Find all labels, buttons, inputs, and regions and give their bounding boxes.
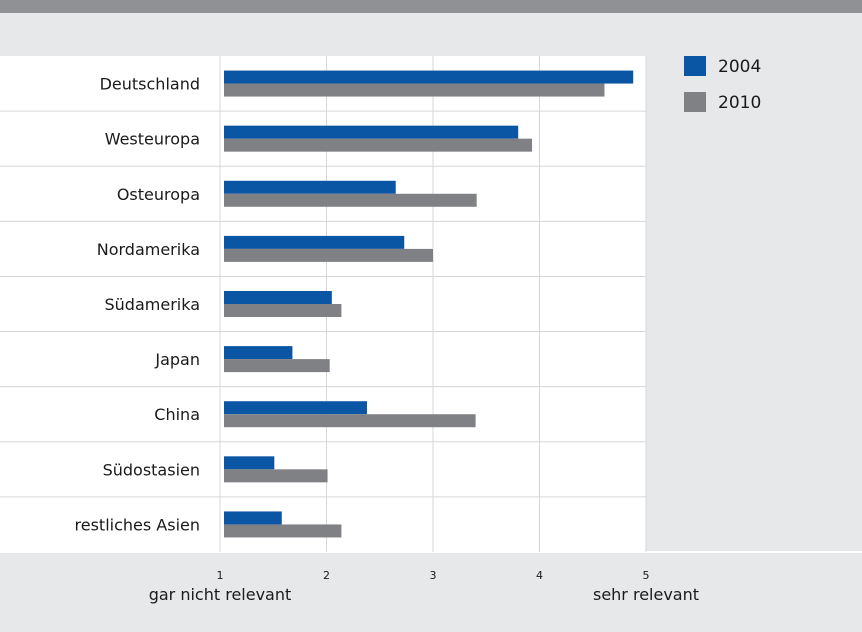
category-label: Deutschland	[100, 75, 200, 94]
legend: 2004 2010	[684, 56, 761, 113]
bar-2004	[224, 125, 519, 139]
x-ticks: 1 2 3 4 5	[217, 569, 650, 582]
x-tick-label: 3	[430, 569, 437, 582]
bar-2004	[224, 235, 405, 249]
bar-2010	[224, 359, 330, 373]
bar-2010	[224, 193, 477, 207]
bottom-area	[0, 552, 862, 632]
category-label: China	[154, 405, 200, 424]
category-label: Südamerika	[105, 295, 201, 314]
legend-label: 2010	[718, 93, 761, 113]
x-label-low: gar nicht relevant	[149, 585, 292, 604]
x-tick-label: 2	[323, 569, 330, 582]
category-label: Osteuropa	[117, 185, 200, 204]
legend-swatch-2004	[684, 56, 706, 76]
bar-2010	[224, 138, 533, 152]
x-label-high: sehr relevant	[593, 585, 699, 604]
bar-2004	[224, 401, 367, 415]
bar-2004	[224, 180, 396, 194]
category-labels: Deutschland Westeuropa Osteuropa Nordamerik…	[75, 75, 200, 535]
legend-swatch-2010	[684, 92, 706, 112]
bar-2010	[224, 248, 433, 262]
top-band	[0, 0, 862, 13]
bar-2010	[224, 304, 342, 317]
bar-2004	[224, 346, 293, 360]
category-label: Nordamerika	[97, 240, 200, 259]
x-tick-label: 1	[217, 569, 224, 582]
category-label: Japan	[154, 350, 200, 369]
header-area	[0, 13, 862, 56]
bar-2010	[224, 524, 342, 538]
legend-label: 2004	[718, 57, 761, 77]
bar-2010	[224, 469, 328, 483]
bar-2010	[224, 83, 605, 97]
bar-2004	[224, 291, 332, 304]
x-tick-label: 5	[643, 569, 650, 582]
bar-2004	[224, 511, 282, 525]
category-label: restliches Asien	[75, 515, 200, 534]
bar-2010	[224, 414, 476, 428]
category-label: Südostasien	[103, 460, 200, 479]
x-tick-label: 4	[536, 569, 543, 582]
bar-2004	[224, 456, 275, 470]
legend-panel	[646, 56, 862, 552]
category-label: Westeuropa	[105, 130, 200, 149]
bars	[224, 70, 634, 538]
bar-2004	[224, 70, 634, 84]
